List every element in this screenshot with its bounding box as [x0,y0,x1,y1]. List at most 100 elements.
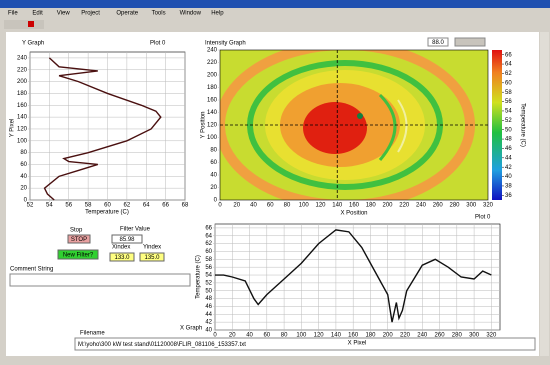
y-tick-label: 60 [205,249,212,255]
x-tick-label: 60 [263,333,270,339]
x-tick-label: 140 [331,333,342,339]
y-tick-label: 58 [205,257,212,263]
y-tick-label: 40 [210,173,217,179]
x-tick-label: 200 [382,203,393,209]
x-tick-label: 80 [281,333,288,339]
x-graph-plot-label: Plot 0 [475,215,491,221]
x-tick-label: 280 [452,333,463,339]
y-tick-label: 50 [205,288,212,294]
x-tick-label: 300 [469,333,480,339]
x-tick-label: 52 [27,203,34,209]
x-tick-label: 58 [85,203,92,209]
menu-item[interactable]: Window [180,11,202,17]
menu-item[interactable]: Edit [32,11,43,17]
colorbar-tick-label: 52 [505,118,512,124]
colorbar-tick-label: 54 [505,109,512,115]
y-tick-label: 100 [207,135,218,141]
x-tick-label: 220 [400,333,411,339]
intensity-title: Intensity Graph [205,41,246,47]
x-tick-label: 62 [124,203,131,209]
menu-item[interactable]: View [57,11,71,17]
colorbar-tick-label: 44 [505,155,512,161]
x-tick-label: 320 [483,203,494,209]
y-tick-label: 140 [17,115,28,121]
y-tick-label: 140 [207,110,218,116]
y-tick-label: 60 [20,162,27,168]
y-tick-label: 40 [20,174,27,180]
y-tick-label: 80 [20,150,27,156]
colorbar-tick-label: 50 [505,127,512,133]
x-tick-label: 280 [449,203,460,209]
y-graph-plot-label: Plot 0 [150,41,166,47]
window: Stop STOP Filter Value 85.98 New Filter?… [0,0,550,365]
x-tick-label: 64 [143,203,150,209]
y-tick-label: 60 [210,160,217,166]
x-tick-label: 120 [315,203,326,209]
menu-item[interactable]: Project [81,11,100,17]
y-tick-label: 240 [207,48,218,54]
x-graph-title: X Graph [180,326,202,332]
y-tick-label: 240 [17,55,28,61]
x-tick-label: 160 [348,333,359,339]
x-tick-label: 240 [417,333,428,339]
colorbar-tick-label: 56 [505,99,512,105]
x-tick-label: 40 [246,333,253,339]
y-graph-x-label: Temperature (C) [85,210,129,216]
x-tick-label: 240 [416,203,427,209]
filter-value: 85.98 [119,237,135,243]
colorbar-tick-label: 58 [505,90,512,96]
x-tick-label: 40 [250,203,257,209]
y-graph-y-label: Y Pixel [10,119,16,138]
colorbar-label: Temperature (C) [519,103,525,147]
menu-item[interactable]: Help [211,11,224,17]
yindex-value: 135.0 [144,255,160,261]
x-tick-label: 180 [366,203,377,209]
x-tick-label: 300 [466,203,477,209]
stop-text[interactable]: STOP [71,237,87,243]
y-tick-label: 46 [205,304,212,310]
xindex-value: 133.0 [114,255,130,261]
x-graph-y-label: Temperature (C) [196,255,202,299]
y-tick-label: 20 [20,186,27,192]
scrollbar[interactable] [540,32,549,356]
menu-item[interactable]: File [8,11,18,17]
colorbar-tick-label: 42 [505,165,512,171]
graph-palette[interactable] [455,38,485,46]
y-tick-label: 120 [207,123,218,129]
menu-item[interactable]: Tools [152,11,166,17]
y-tick-label: 200 [207,73,218,79]
title-bar [0,0,550,8]
x-tick-label: 60 [104,203,111,209]
x-tick-label: 160 [349,203,360,209]
intensity-y-label: Y Position [201,112,207,139]
yindex-label: Yindex [143,245,161,251]
x-tick-label: 220 [399,203,410,209]
menu-item[interactable]: Operate [116,11,138,17]
abort-icon[interactable] [28,21,34,27]
y-tick-label: 180 [207,85,218,91]
y-tick-label: 20 [210,185,217,191]
y-tick-label: 48 [205,296,212,302]
y-tick-label: 56 [205,265,212,271]
x-tick-label: 80 [284,203,291,209]
x-graph-x-label: X Pixel [348,341,367,347]
x-tick-label: 260 [435,333,446,339]
x-tick-label: 68 [182,203,189,209]
intensity-readout: 88.0 [432,40,444,46]
intensity-x-label: X Position [340,211,367,217]
toolbar [4,20,44,29]
colorbar-tick-label: 48 [505,137,512,143]
y-tick-label: 80 [210,148,217,154]
y-graph-title: Y Graph [22,41,44,47]
y-tick-label: 180 [17,91,28,97]
new-filter-text[interactable]: New Filter? [63,253,94,259]
y-tick-label: 160 [207,98,218,104]
comment-label: Comment String [10,267,53,273]
x-tick-label: 100 [299,203,310,209]
comment-box[interactable] [10,274,190,286]
colorbar-tick-label: 66 [505,52,512,58]
x-tick-label: 260 [433,203,444,209]
x-tick-label: 100 [296,333,307,339]
x-tick-label: 56 [65,203,72,209]
x-tick-label: 66 [162,203,169,209]
